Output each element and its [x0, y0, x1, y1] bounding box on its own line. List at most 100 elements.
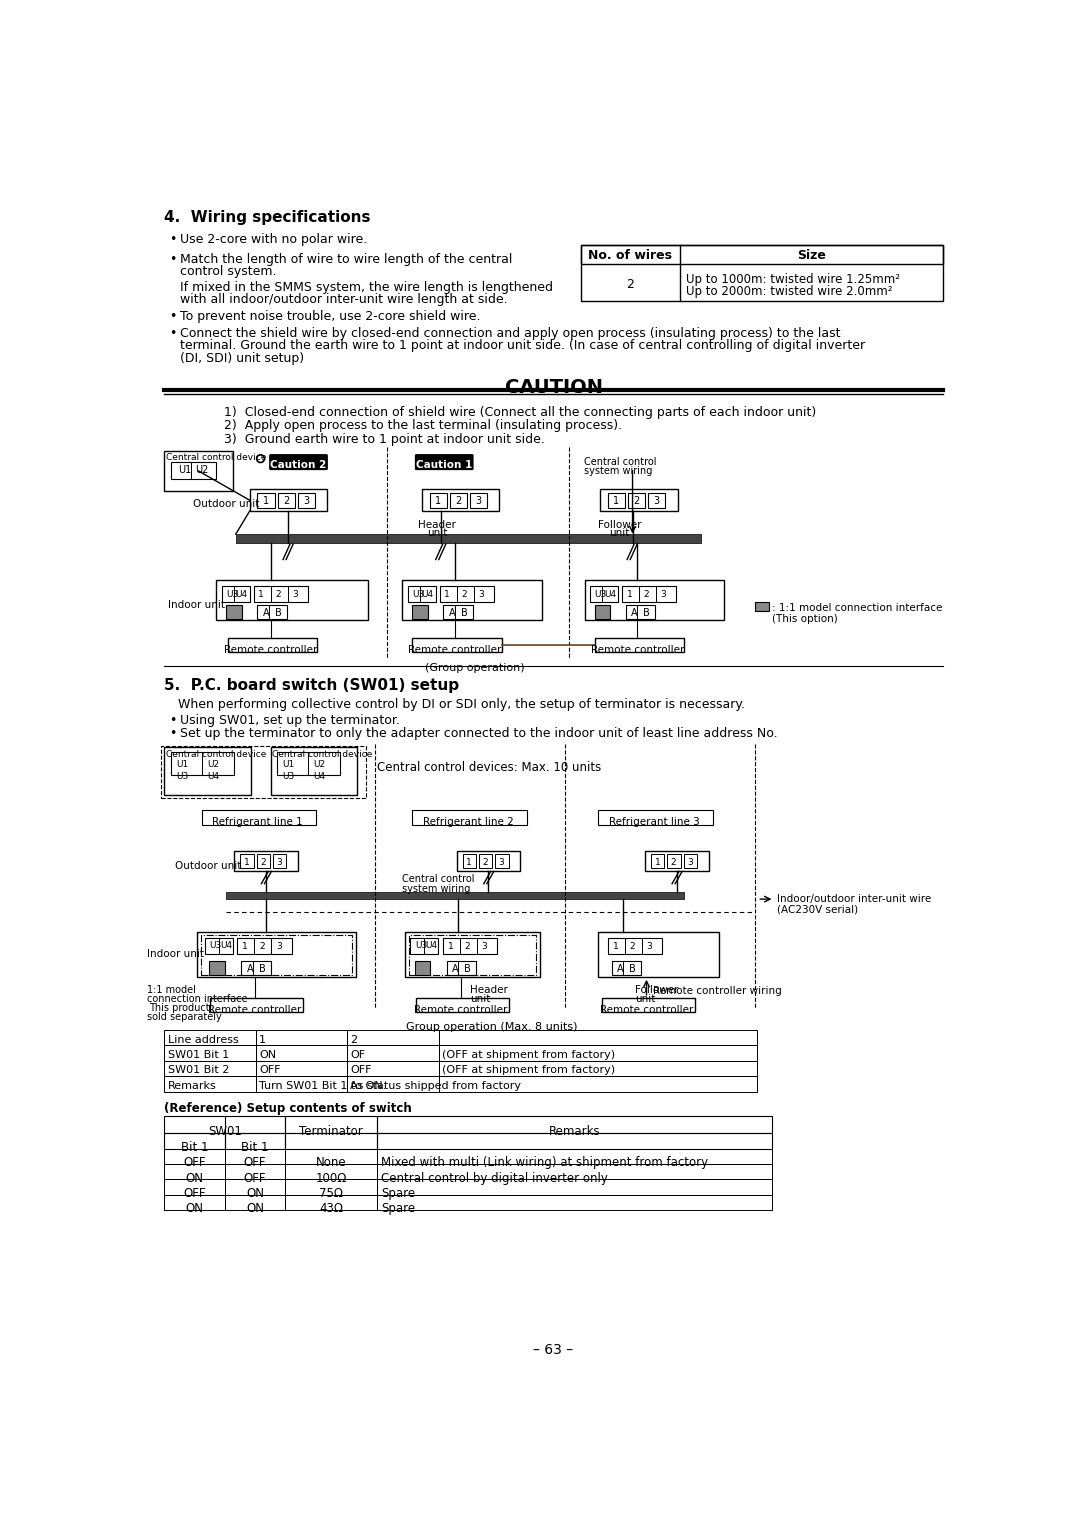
Bar	[422, 490, 499, 511]
Text: U1: U1	[282, 759, 295, 769]
Text: terminal. Ground the earth wire to 1 point at indoor unit side. (In case of cent: terminal. Ground the earth wire to 1 poi…	[180, 339, 865, 352]
Text: As status shipped from factory: As status shipped from factory	[350, 1081, 522, 1090]
Bar	[285, 1164, 377, 1179]
FancyBboxPatch shape	[270, 454, 327, 470]
Text: 1: 1	[242, 942, 248, 952]
Text: A: A	[631, 608, 637, 618]
Text: B: B	[275, 608, 282, 618]
Bar	[273, 854, 286, 868]
Text: Spare: Spare	[381, 1186, 416, 1200]
Text: Central control device: Central control device	[166, 750, 267, 759]
Bar	[463, 854, 476, 868]
Bar	[285, 1116, 377, 1133]
Bar	[600, 490, 677, 511]
Text: Refrigerant line 3: Refrigerant line 3	[609, 817, 700, 828]
Text: Indoor/outdoor inter-unit wire: Indoor/outdoor inter-unit wire	[777, 894, 931, 904]
Text: U4: U4	[426, 941, 437, 950]
Text: U2: U2	[313, 759, 325, 769]
Bar	[164, 451, 232, 491]
Text: U1: U1	[178, 465, 191, 474]
Bar	[377, 1148, 772, 1164]
Bar	[227, 605, 242, 619]
Text: B: B	[644, 608, 650, 618]
Text: 43Ω: 43Ω	[319, 1203, 343, 1215]
Bar	[254, 587, 308, 602]
Text: (DI, SDI) unit setup): (DI, SDI) unit setup)	[180, 352, 305, 364]
Text: 1: 1	[259, 1034, 266, 1045]
Bar	[608, 938, 662, 953]
Bar	[377, 1116, 772, 1133]
Bar	[278, 493, 295, 508]
Bar	[602, 997, 694, 1011]
Bar	[241, 854, 254, 868]
Text: Remote controller wiring: Remote controller wiring	[652, 987, 782, 996]
Bar	[410, 938, 438, 953]
Text: control system.: control system.	[180, 265, 276, 279]
Text: A: A	[246, 964, 253, 974]
Text: Terminator: Terminator	[299, 1125, 363, 1138]
Bar	[221, 587, 249, 602]
Text: U3: U3	[176, 772, 188, 781]
Bar	[164, 1116, 285, 1133]
Text: U3: U3	[210, 941, 221, 950]
Bar	[595, 637, 684, 651]
Bar	[271, 747, 357, 795]
Text: 3: 3	[303, 497, 309, 506]
Text: Refrigerant line 1: Refrigerant line 1	[212, 817, 302, 828]
Bar	[405, 932, 540, 978]
Text: Header: Header	[418, 520, 456, 531]
Bar	[164, 1046, 256, 1061]
Bar	[645, 851, 708, 871]
Bar	[438, 1061, 757, 1077]
Bar	[285, 1133, 377, 1148]
Bar	[444, 605, 473, 619]
Text: (AC230V serial): (AC230V serial)	[777, 904, 858, 915]
Text: Connect the shield wire by closed-end connection and apply open process (insulat: Connect the shield wire by closed-end co…	[180, 326, 840, 340]
Text: 2)  Apply open process to the last terminal (insulating process).: 2) Apply open process to the last termin…	[225, 419, 622, 433]
Bar	[651, 854, 664, 868]
Text: To prevent noise trouble, use 2-core shield wire.: To prevent noise trouble, use 2-core shi…	[180, 310, 481, 323]
Text: A: A	[449, 608, 456, 618]
Text: U3: U3	[282, 772, 295, 781]
Bar	[348, 1029, 438, 1046]
Text: 2: 2	[259, 942, 265, 952]
Text: Match the length of wire to wire length of the central: Match the length of wire to wire length …	[180, 253, 512, 265]
Text: U4: U4	[604, 590, 616, 598]
Text: Central control devices: Max. 10 units: Central control devices: Max. 10 units	[377, 761, 602, 775]
Text: – 63 –: – 63 –	[534, 1344, 573, 1357]
Text: : 1:1 model connection interface: : 1:1 model connection interface	[772, 604, 943, 613]
Bar	[648, 493, 665, 508]
Text: Remote controller: Remote controller	[208, 1005, 301, 1014]
Text: 2: 2	[644, 590, 649, 599]
Text: sold separately: sold separately	[147, 1013, 222, 1022]
Text: U1: U1	[176, 759, 188, 769]
Text: system wiring: system wiring	[584, 467, 653, 476]
Text: 1: 1	[244, 857, 249, 866]
Text: 2: 2	[350, 1034, 357, 1045]
Text: Using SW01, set up the terminator.: Using SW01, set up the terminator.	[180, 714, 400, 726]
Text: unit: unit	[427, 528, 447, 538]
Text: 3: 3	[482, 942, 487, 952]
Text: system wiring: system wiring	[403, 883, 471, 894]
Bar	[438, 1077, 757, 1092]
Text: Bit 1: Bit 1	[241, 1141, 269, 1154]
Bar	[457, 851, 521, 871]
Text: 1: 1	[612, 942, 619, 952]
Bar	[413, 637, 501, 651]
Text: Refrigerant line 2: Refrigerant line 2	[423, 817, 514, 828]
Bar	[611, 961, 642, 974]
Bar	[235, 534, 701, 543]
Text: Remarks: Remarks	[167, 1081, 216, 1090]
Text: Remote controller: Remote controller	[224, 645, 318, 656]
Text: Up to 2000m: twisted wire 2.0mm²: Up to 2000m: twisted wire 2.0mm²	[686, 285, 892, 299]
Text: OFF: OFF	[350, 1066, 372, 1075]
Text: (Group operation): (Group operation)	[424, 663, 524, 673]
Bar	[590, 587, 618, 602]
Bar	[496, 854, 509, 868]
Text: •: •	[170, 326, 176, 340]
Text: U2: U2	[207, 759, 219, 769]
Bar	[228, 637, 318, 651]
Bar	[443, 938, 497, 953]
Bar	[285, 1194, 377, 1211]
Text: U4: U4	[235, 590, 248, 598]
